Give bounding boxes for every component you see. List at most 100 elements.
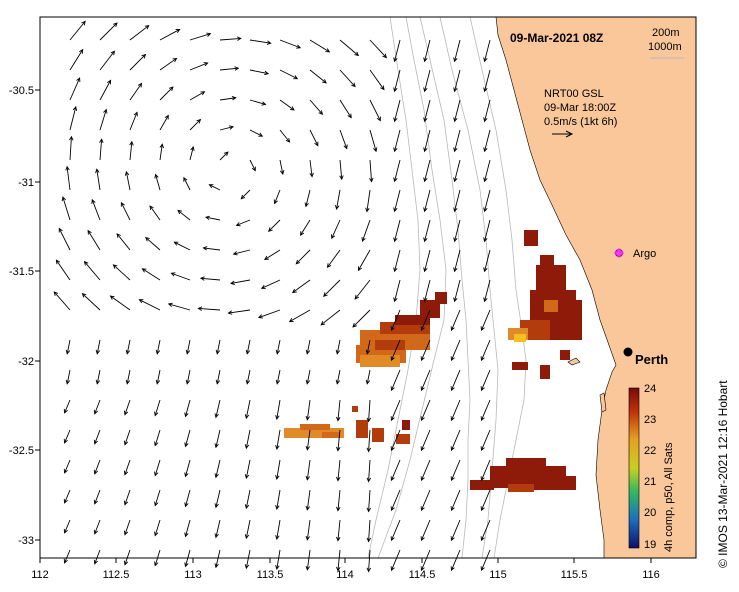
current-arrow bbox=[235, 219, 251, 227]
sst-pixel bbox=[300, 424, 330, 430]
sst-pixel bbox=[540, 365, 550, 379]
colorbar-tick: 22 bbox=[644, 445, 656, 457]
current-arrow bbox=[244, 429, 251, 450]
current-arrow bbox=[450, 549, 461, 572]
current-arrow bbox=[197, 306, 221, 311]
current-scale-label: 0.5m/s (1kt 6h) bbox=[544, 116, 617, 128]
current-arrow bbox=[214, 459, 221, 479]
current-arrow bbox=[369, 69, 385, 91]
current-arrow bbox=[230, 279, 251, 286]
current-arrow bbox=[305, 429, 311, 451]
current-arrow bbox=[366, 399, 372, 423]
current-arrow bbox=[184, 519, 191, 538]
contour-outer bbox=[367, 16, 421, 559]
current-arrow bbox=[240, 189, 251, 200]
current-arrow bbox=[116, 233, 131, 251]
current-arrow bbox=[453, 219, 461, 243]
current-arrow bbox=[423, 159, 431, 183]
current-arrow bbox=[123, 429, 131, 446]
current-arrow bbox=[99, 108, 108, 131]
current-arrow bbox=[177, 209, 191, 221]
current-arrow bbox=[365, 189, 371, 213]
current-arrow bbox=[129, 82, 143, 101]
sst-pixel bbox=[360, 355, 400, 367]
current-arrow bbox=[453, 249, 461, 273]
current-arrow bbox=[336, 459, 341, 482]
current-arrow bbox=[83, 260, 101, 281]
current-arrow bbox=[63, 429, 71, 444]
current-arrow bbox=[214, 399, 221, 419]
current-arrow bbox=[369, 159, 374, 183]
sst-pixel bbox=[544, 300, 558, 312]
current-arrow bbox=[184, 399, 191, 418]
current-arrow bbox=[184, 429, 191, 448]
current-arrow bbox=[366, 429, 372, 453]
current-arrow bbox=[393, 189, 401, 213]
sst-pixel bbox=[556, 300, 582, 340]
sst-pixel bbox=[395, 315, 430, 325]
current-arrow bbox=[320, 309, 341, 326]
current-arrow bbox=[369, 39, 388, 59]
y-tick-label: -31.5 bbox=[9, 266, 34, 278]
current-arrow bbox=[63, 519, 71, 534]
current-arrow bbox=[93, 459, 101, 475]
current-arrow bbox=[309, 69, 327, 84]
current-arrow bbox=[129, 24, 150, 41]
current-arrow bbox=[123, 519, 131, 536]
current-arrow bbox=[141, 268, 161, 281]
current-arrow bbox=[167, 302, 191, 311]
current-arrow bbox=[232, 249, 251, 256]
current-arrow bbox=[264, 249, 281, 260]
current-arrow bbox=[450, 339, 461, 362]
current-arrow bbox=[390, 549, 401, 572]
x-tick-label: 115 bbox=[489, 569, 507, 581]
current-arrow bbox=[423, 69, 431, 93]
current-arrow bbox=[249, 159, 256, 172]
current-arrow bbox=[214, 489, 221, 509]
current-arrow bbox=[336, 399, 341, 422]
argo-label: Argo bbox=[633, 248, 656, 260]
current-arrow bbox=[450, 519, 461, 542]
current-arrow bbox=[450, 369, 461, 392]
x-tick-label: 114 bbox=[336, 569, 354, 581]
y-tick-label: -30.5 bbox=[9, 85, 34, 97]
current-arrow bbox=[357, 249, 371, 272]
current-arrow bbox=[365, 369, 371, 385]
current-arrow bbox=[365, 339, 371, 355]
current-arrow bbox=[480, 489, 491, 512]
current-arrow bbox=[335, 369, 341, 385]
current-arrow bbox=[453, 39, 461, 63]
current-arrow bbox=[480, 519, 491, 542]
current-arrow bbox=[453, 129, 461, 153]
current-arrow bbox=[420, 459, 431, 482]
current-arrow bbox=[309, 159, 314, 178]
current-arrow bbox=[393, 159, 401, 183]
current-arrow bbox=[453, 159, 461, 183]
current-arrow bbox=[366, 549, 372, 573]
current-arrow bbox=[393, 39, 401, 63]
current-arrow bbox=[420, 429, 431, 452]
current-arrow bbox=[300, 219, 311, 236]
current-arrow bbox=[393, 69, 401, 93]
current-arrow bbox=[390, 459, 401, 482]
sst-pixel bbox=[514, 334, 526, 342]
current-arrow bbox=[366, 519, 372, 543]
current-arrow bbox=[219, 96, 237, 101]
current-arrow bbox=[244, 489, 251, 510]
current-vectors bbox=[53, 20, 491, 573]
current-arrow bbox=[58, 227, 71, 251]
current-arrow bbox=[335, 339, 341, 355]
current-arrow bbox=[183, 176, 191, 191]
current-arrow bbox=[123, 459, 131, 476]
current-arrow bbox=[55, 259, 71, 281]
current-arrow bbox=[305, 339, 311, 355]
current-arrow bbox=[450, 459, 461, 482]
current-arrow bbox=[393, 129, 401, 153]
current-arrow bbox=[393, 279, 401, 303]
current-arrow bbox=[245, 369, 251, 385]
current-arrow bbox=[112, 264, 131, 281]
current-arrow bbox=[369, 129, 378, 153]
current-arrow bbox=[189, 62, 209, 71]
depth-legend-200m: 200m bbox=[652, 27, 680, 39]
current-arrow bbox=[69, 20, 86, 41]
